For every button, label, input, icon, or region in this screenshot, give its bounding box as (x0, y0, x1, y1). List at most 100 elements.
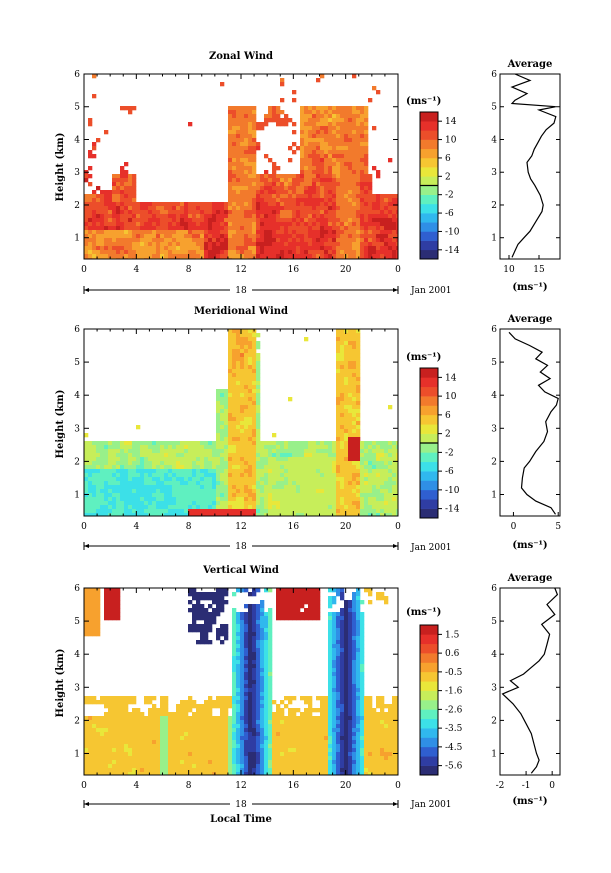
heatmap-cell (188, 608, 193, 613)
heatmap-cell (376, 90, 381, 95)
heatmap-cell (316, 493, 321, 498)
heatmap-cell (200, 624, 205, 629)
heatmap-cell (308, 222, 313, 227)
heatmap-cell (148, 764, 153, 769)
heatmap-cell (136, 453, 141, 458)
heatmap-cell (136, 222, 141, 227)
heatmap-cell (264, 469, 269, 474)
heatmap-cell (200, 704, 205, 709)
heatmap-cell (288, 226, 293, 231)
heatmap-cell (228, 449, 233, 454)
heatmap-cell (84, 254, 89, 259)
heatmap-cell (248, 425, 253, 430)
heatmap-cell (308, 202, 313, 207)
heatmap-cell (344, 202, 349, 207)
heatmap-cell (352, 469, 357, 474)
heatmap-cell (184, 756, 189, 761)
heatmap-cell (304, 134, 309, 139)
heatmap-cell (112, 242, 117, 247)
heatmap-cell (396, 461, 398, 466)
heatmap-cell (108, 246, 113, 251)
heatmap-cell (228, 146, 233, 151)
heatmap-cell (252, 122, 257, 127)
heatmap-cell (244, 106, 249, 111)
heatmap-cell (252, 222, 257, 227)
heatmap-cell (88, 493, 93, 498)
heatmap-cell (272, 210, 277, 215)
heatmap-cell (288, 509, 293, 514)
heatmap-cell (100, 465, 105, 470)
heatmap-cell (316, 134, 321, 139)
heatmap-cell (228, 409, 233, 414)
heatmap-cell (368, 489, 373, 494)
heatmap-cell (188, 628, 193, 633)
heatmap-cell (124, 764, 129, 769)
heatmap-cell (348, 357, 353, 362)
heatmap-cell (152, 238, 157, 243)
heatmap-cell (252, 477, 257, 482)
heatmap-cell (396, 254, 398, 259)
heatmap-cell (356, 214, 361, 219)
heatmap-cell (208, 226, 213, 231)
heatmap-cell (96, 477, 101, 482)
heatmap-cell (188, 756, 193, 761)
heatmap-cell (388, 202, 393, 207)
heatmap-cell (100, 246, 105, 251)
heatmap-cell (168, 234, 173, 239)
heatmap-cell (320, 513, 325, 516)
heatmap-cell (208, 453, 213, 458)
heatmap-cell (120, 764, 125, 769)
heatmap-cell (124, 708, 129, 713)
heatmap-cell (180, 457, 185, 462)
heatmap-cell (88, 122, 93, 127)
heatmap-cell (84, 493, 89, 498)
heatmap-cell (276, 250, 281, 255)
heatmap-cell (348, 106, 353, 111)
heatmap-cell (116, 708, 121, 713)
heatmap-cell (304, 222, 309, 227)
heatmap-cell (200, 628, 205, 633)
heatmap-cell (124, 509, 129, 514)
heatmap-cell (296, 210, 301, 215)
heatmap-cell (344, 166, 349, 171)
heatmap-cell (208, 485, 213, 490)
heatmap-cell (120, 756, 125, 761)
heatmap-cell (192, 716, 197, 721)
heatmap-cell (384, 218, 389, 223)
colorbar-swatch (420, 471, 438, 481)
heatmap-cell (196, 596, 201, 601)
heatmap-cell (92, 509, 97, 514)
heatmap-cell (224, 441, 229, 446)
heatmap-cell (276, 194, 281, 199)
heatmap-cell (116, 254, 121, 259)
heatmap-cell (108, 477, 113, 482)
heatmap-cell (336, 190, 341, 195)
heatmap-cell (96, 509, 101, 514)
heatmap-cell (332, 234, 337, 239)
heatmap-cell (328, 469, 333, 474)
heatmap-cell (384, 473, 389, 478)
heatmap-cell (344, 425, 349, 430)
heatmap-cell (248, 509, 253, 514)
heatmap-cell (212, 596, 217, 601)
heatmap-cell (212, 469, 217, 474)
heatmap-cell (168, 445, 173, 450)
colorbar-swatch (420, 405, 438, 416)
heatmap-cell (384, 461, 389, 466)
heatmap-cell (380, 445, 385, 450)
heatmap-cell (276, 449, 281, 454)
heatmap-cell (212, 608, 217, 613)
heatmap-cell (84, 756, 89, 761)
heatmap-cell (324, 246, 329, 251)
heatmap-cell (216, 489, 221, 494)
heatmap-cell (372, 465, 377, 470)
heatmap-cell (348, 401, 353, 406)
heatmap-cell (168, 760, 173, 765)
heatmap-cell (332, 122, 337, 127)
heatmap-cell (136, 728, 141, 733)
heatmap-cell (356, 126, 361, 131)
heatmap-cell (324, 210, 329, 215)
heatmap-cell (224, 481, 229, 486)
heatmap-cell (360, 138, 365, 143)
heatmap-cell (84, 720, 89, 725)
